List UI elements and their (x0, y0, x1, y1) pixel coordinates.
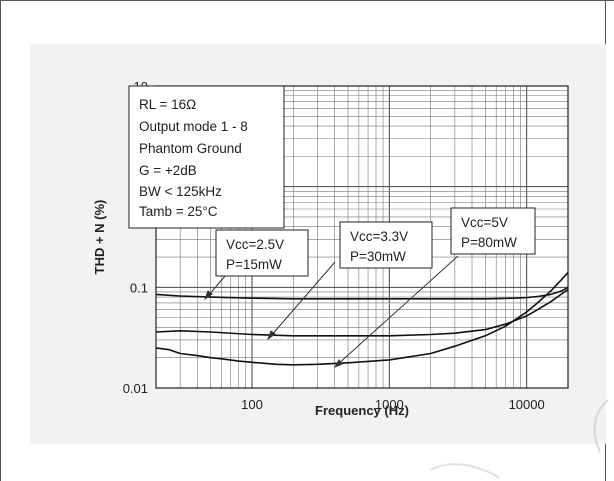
watermark-fragment (593, 399, 609, 453)
y-axis-title: THD + N (%) (92, 200, 107, 275)
x-tick-label: 100 (241, 397, 263, 412)
condition-line: Tamb = 25°C (139, 204, 218, 219)
plot-frame (155, 85, 569, 389)
conditions-box: RL = 16Ω Output mode 1 - 8 Phantom Groun… (128, 85, 285, 229)
watermark-fragment (429, 463, 501, 479)
label-vcc-5v: Vcc=5V P=80mW (450, 207, 536, 255)
series-group (155, 272, 569, 366)
frame-top-border (0, 0, 614, 1)
label-vcc-5v-line2: P=80mW (461, 235, 517, 250)
label-vcc-3v3-line1: Vcc=3.3V (350, 229, 408, 244)
label-vcc-5v-box (450, 207, 536, 255)
arrow-5v-head (333, 359, 343, 369)
condition-line: RL = 16Ω (139, 97, 196, 112)
arrow-5v-line (336, 255, 459, 366)
arrow-2v5-head (203, 290, 213, 301)
y-tick-label: 0.01 (123, 381, 148, 396)
x-axis-title: Frequency (Hz) (315, 403, 409, 418)
label-vcc-2v5-line2: P=15mW (226, 257, 282, 272)
series-line-3 (155, 272, 569, 366)
label-vcc-3v3-line2: P=30mW (350, 249, 406, 264)
arrow-3v3-line (269, 261, 336, 338)
series-line-2 (155, 288, 569, 337)
condition-line: G = +2dB (139, 163, 197, 178)
label-vcc-3v3: Vcc=3.3V P=30mW (339, 221, 433, 269)
x-tick-label: 1000 (375, 397, 404, 412)
y-tick-label: 0.1 (130, 280, 148, 295)
label-vcc-2v5-box (215, 229, 309, 277)
arrow-3v3-head (266, 330, 276, 341)
condition-line: Output mode 1 - 8 (139, 119, 248, 134)
label-vcc-2v5-line1: Vcc=2.5V (226, 237, 284, 252)
x-tick-label: 10000 (509, 397, 545, 412)
frame-left-border (0, 0, 1, 481)
condition-line: BW < 125kHz (139, 184, 222, 199)
condition-line: Phantom Ground (139, 141, 242, 156)
label-vcc-5v-line1: Vcc=5V (461, 215, 508, 230)
label-vcc-3v3-box (339, 221, 433, 269)
conditions-box-frame (128, 85, 285, 229)
label-vcc-2v5: Vcc=2.5V P=15mW (215, 229, 309, 277)
